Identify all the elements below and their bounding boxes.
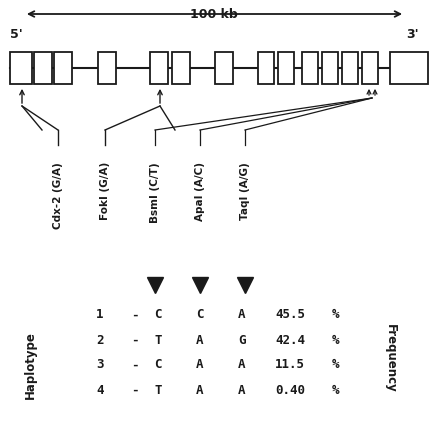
Text: 5': 5' <box>10 28 23 42</box>
Text: Cdx-2 (G/A): Cdx-2 (G/A) <box>53 162 63 229</box>
Bar <box>34 52 52 84</box>
Text: C: C <box>196 308 204 321</box>
Bar <box>10 52 32 84</box>
Bar <box>362 52 378 84</box>
Bar <box>54 52 72 84</box>
Text: 45.5: 45.5 <box>275 308 305 321</box>
Bar <box>342 52 358 84</box>
Text: %: % <box>331 384 339 396</box>
Text: %: % <box>331 333 339 347</box>
Text: ApaI (A/C): ApaI (A/C) <box>195 162 205 221</box>
Text: -: - <box>131 359 139 372</box>
Text: -: - <box>131 308 139 321</box>
Bar <box>390 52 428 84</box>
Text: FokI (G/A): FokI (G/A) <box>100 162 110 220</box>
Text: A: A <box>238 384 246 396</box>
Text: 42.4: 42.4 <box>275 333 305 347</box>
Text: A: A <box>238 308 246 321</box>
Text: C: C <box>154 359 162 372</box>
Text: Frequency: Frequency <box>384 323 396 393</box>
Text: 2: 2 <box>96 333 104 347</box>
Bar <box>172 52 190 84</box>
Bar <box>215 52 233 84</box>
Bar <box>302 52 318 84</box>
Text: 3': 3' <box>406 28 419 42</box>
Text: 11.5: 11.5 <box>275 359 305 372</box>
Text: -: - <box>131 333 139 347</box>
Text: C: C <box>154 308 162 321</box>
Text: 0.40: 0.40 <box>275 384 305 396</box>
Text: -: - <box>131 384 139 396</box>
Bar <box>258 52 274 84</box>
Bar <box>322 52 338 84</box>
Bar <box>98 52 116 84</box>
Text: TaqI (A/G): TaqI (A/G) <box>240 162 250 220</box>
Text: A: A <box>196 359 204 372</box>
Text: 3: 3 <box>96 359 104 372</box>
Text: %: % <box>331 308 339 321</box>
Text: Haplotype: Haplotype <box>24 331 36 399</box>
Text: 100 kb: 100 kb <box>190 8 238 21</box>
Text: 1: 1 <box>96 308 104 321</box>
Text: A: A <box>238 359 246 372</box>
Text: 4: 4 <box>96 384 104 396</box>
Text: T: T <box>154 333 162 347</box>
Text: G: G <box>238 333 246 347</box>
Text: %: % <box>331 359 339 372</box>
Text: T: T <box>154 384 162 396</box>
Text: BsmI (C/T): BsmI (C/T) <box>150 162 160 223</box>
Bar <box>278 52 294 84</box>
Bar <box>150 52 168 84</box>
Text: A: A <box>196 333 204 347</box>
Text: A: A <box>196 384 204 396</box>
